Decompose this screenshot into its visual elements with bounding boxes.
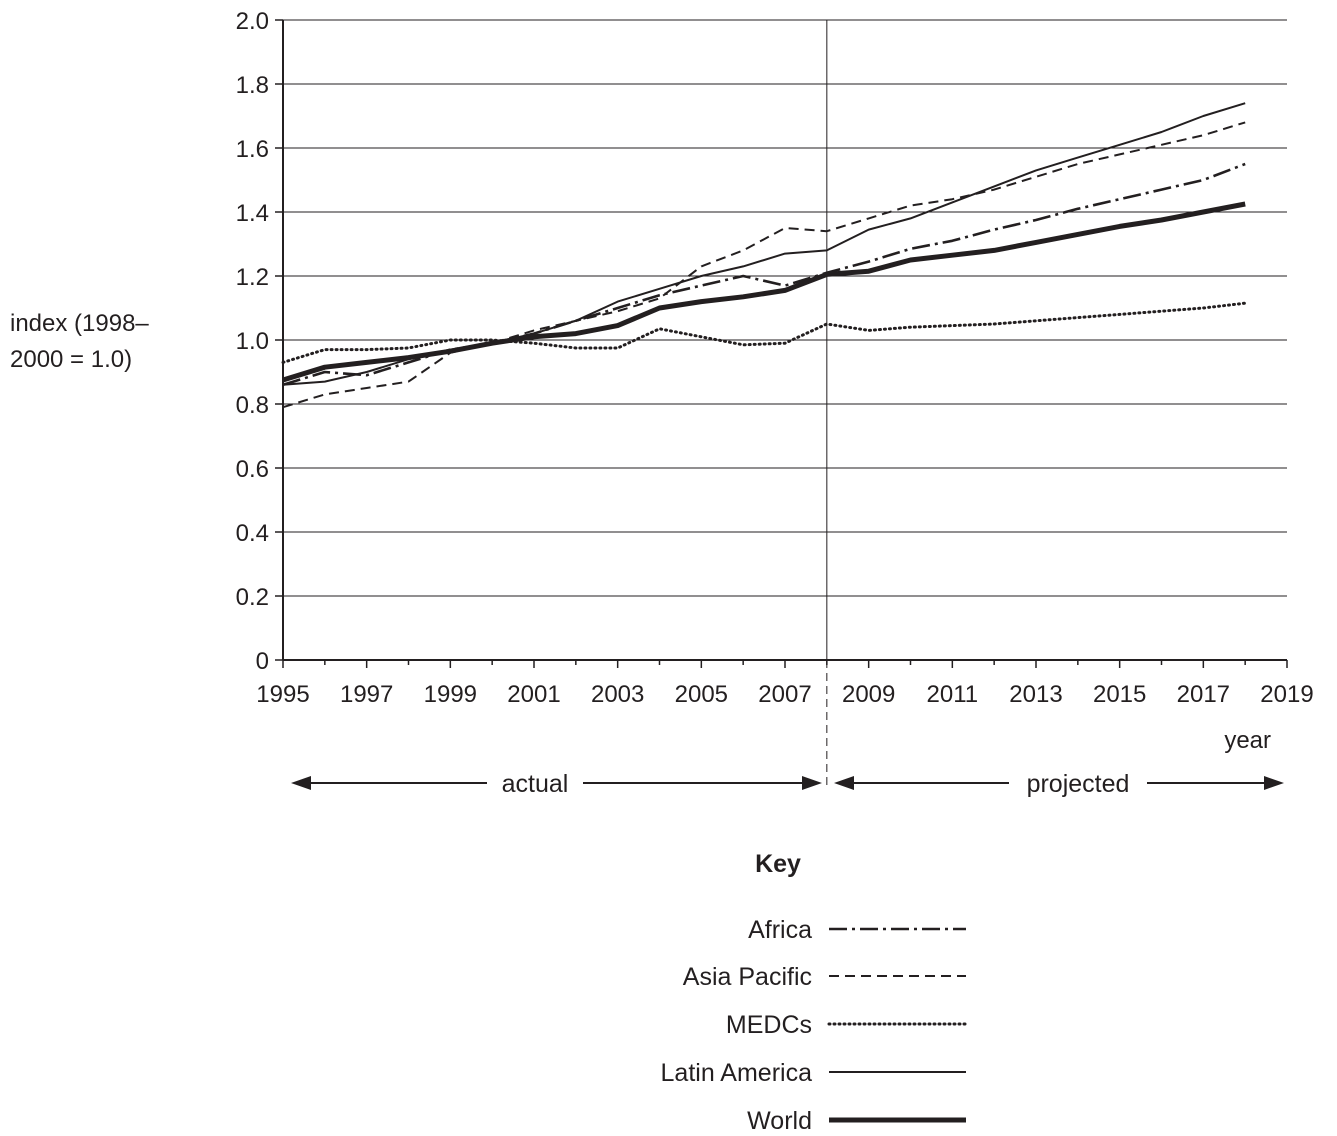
actual-arrowhead-left	[291, 776, 311, 790]
y-tick-label: 2.0	[236, 8, 269, 35]
x-tick-label: 2013	[1009, 681, 1062, 708]
legend-title: Key	[755, 850, 801, 878]
series-line-asia-pacific	[282, 121, 1246, 409]
series-lines	[281, 102, 1247, 409]
x-tick-label: 1995	[256, 681, 309, 708]
legend: Africa Asia Pacific MEDCs Latin America Worl…	[661, 916, 968, 1135]
projected-arrowhead-right	[1264, 776, 1284, 790]
x-tick-label: 2003	[591, 681, 644, 708]
actual-period-label: actual	[502, 770, 569, 798]
legend-label-asia-pacific: Asia Pacific	[683, 963, 812, 991]
gridlines	[283, 19, 1287, 790]
x-axis-label: year	[1224, 727, 1271, 754]
projected-period-label: projected	[1027, 770, 1130, 798]
y-tick-label: 0	[256, 648, 269, 675]
x-tick-labels: 1995 1997 1999 2001 2003 2005 2007 2009 2011 2013…	[256, 660, 1314, 708]
y-tick-label: 1.6	[236, 136, 269, 163]
x-tick-label: 2015	[1093, 681, 1146, 708]
series-line-medcs	[281, 301, 1247, 364]
y-tick-labels: 0 0.2 0.4 0.6 0.8 1.0 1.2 1.4 1.6 1.8 2.0	[236, 8, 283, 675]
y-tick-label: 0.2	[236, 584, 269, 611]
x-tick-label: 2005	[675, 681, 728, 708]
y-tick-label: 0.8	[236, 392, 269, 419]
x-tick-label: 1997	[340, 681, 393, 708]
legend-label-africa: Africa	[748, 916, 812, 944]
series-line-africa	[282, 162, 1246, 387]
legend-label-world: World	[747, 1107, 812, 1135]
x-tick-label: 1999	[424, 681, 477, 708]
y-tick-label: 1.4	[236, 200, 269, 227]
legend-label-latin-america: Latin America	[661, 1059, 813, 1087]
x-tick-label: 2011	[927, 681, 979, 708]
period-annotations: actual projected	[291, 770, 1284, 798]
y-tick-label: 1.8	[236, 72, 269, 99]
actual-arrowhead-right	[802, 776, 822, 790]
x-tick-label: 2009	[842, 681, 895, 708]
projected-arrowhead-left	[834, 776, 854, 790]
x-tick-label: 2001	[507, 681, 560, 708]
y-axis-label-line-2: 2000 = 1.0)	[10, 346, 132, 373]
y-tick-label: 1.2	[236, 264, 269, 291]
x-tick-label: 2019	[1260, 681, 1313, 708]
series-line-world	[282, 201, 1246, 383]
y-tick-label: 0.4	[236, 520, 269, 547]
y-axis-label-line-1: index (1998–	[10, 310, 149, 337]
x-tick-label: 2017	[1177, 681, 1230, 708]
x-tick-label: 2007	[758, 681, 811, 708]
y-tick-label: 0.6	[236, 456, 269, 483]
legend-label-medcs: MEDCs	[726, 1011, 812, 1039]
y-tick-label: 1.0	[236, 328, 269, 355]
